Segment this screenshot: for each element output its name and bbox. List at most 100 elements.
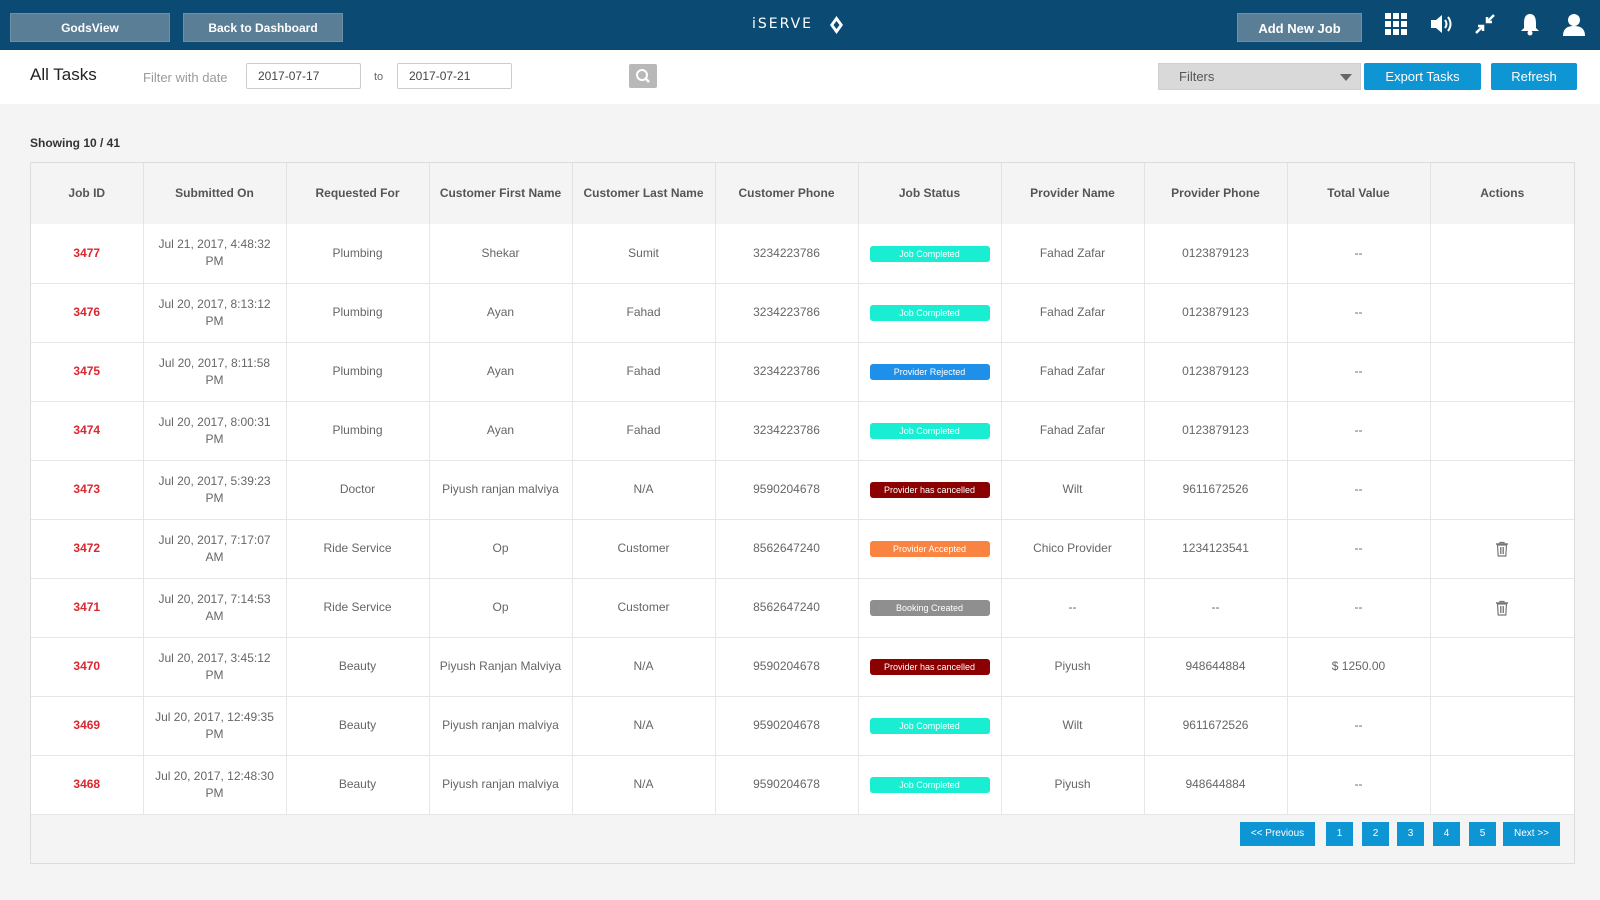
customer-last-name-cell: Sumit — [572, 224, 716, 284]
customer-last-name-cell: Fahad — [572, 283, 716, 343]
next-page-button[interactable]: Next >> — [1503, 822, 1560, 846]
page-1-button[interactable]: 1 — [1326, 822, 1353, 846]
job-id-cell[interactable]: 3470 — [31, 637, 144, 697]
table-header-row: Job ID Submitted On Requested For Customer … — [31, 163, 1574, 224]
requested-for-cell: Plumbing — [286, 224, 430, 284]
search-button[interactable] — [629, 64, 657, 88]
add-new-job-button[interactable]: Add New Job — [1237, 13, 1362, 42]
grid-icon[interactable] — [1383, 11, 1409, 37]
page-4-button[interactable]: 4 — [1433, 822, 1460, 846]
tasks-table: Job ID Submitted On Requested For Customer … — [31, 163, 1574, 815]
column-header: Customer First Name — [429, 163, 573, 224]
job-status-cell: Provider Accepted — [858, 519, 1002, 579]
table-row: 3469 Jul 20, 2017, 12:49:35 PM Beauty Piyus… — [31, 696, 1574, 756]
customer-phone-cell: 3234223786 — [715, 342, 859, 402]
column-header: Provider Name — [1001, 163, 1145, 224]
total-value-cell: -- — [1287, 519, 1431, 579]
page-3-button[interactable]: 3 — [1397, 822, 1424, 846]
provider-phone-cell: -- — [1144, 578, 1288, 638]
job-status-cell: Job Completed — [858, 401, 1002, 461]
submitted-on-cell: Jul 20, 2017, 5:39:23 PM — [143, 460, 287, 520]
user-icon[interactable] — [1561, 11, 1587, 37]
submitted-on-cell: Jul 20, 2017, 3:45:12 PM — [143, 637, 287, 697]
actions-cell — [1430, 578, 1574, 638]
filters-label: Filters — [1179, 69, 1215, 84]
provider-phone-cell: 0123879123 — [1144, 342, 1288, 402]
job-id-cell[interactable]: 3471 — [31, 578, 144, 638]
provider-name-cell: -- — [1001, 578, 1145, 638]
status-badge: Job Completed — [869, 245, 990, 262]
customer-first-name-cell: Piyush ranjan malviya — [429, 460, 573, 520]
job-id-cell[interactable]: 3469 — [31, 696, 144, 756]
collapse-icon[interactable] — [1472, 11, 1498, 37]
total-value-cell: -- — [1287, 578, 1431, 638]
provider-phone-cell: 0123879123 — [1144, 401, 1288, 461]
column-header: Customer Last Name — [572, 163, 716, 224]
back-to-dashboard-button[interactable]: Back to Dashboard — [183, 13, 343, 42]
provider-name-cell: Chico Provider — [1001, 519, 1145, 579]
filter-date-label: Filter with date — [143, 70, 228, 85]
refresh-button[interactable]: Refresh — [1491, 63, 1577, 90]
provider-name-cell: Wilt — [1001, 460, 1145, 520]
job-id-cell[interactable]: 3468 — [31, 755, 144, 815]
actions-cell — [1430, 283, 1574, 343]
job-id-cell[interactable]: 3474 — [31, 401, 144, 461]
provider-name-cell: Fahad Zafar — [1001, 401, 1145, 461]
total-value-cell: -- — [1287, 460, 1431, 520]
provider-phone-cell: 948644884 — [1144, 755, 1288, 815]
actions-cell — [1430, 637, 1574, 697]
job-status-cell: Booking Created — [858, 578, 1002, 638]
job-id-cell[interactable]: 3473 — [31, 460, 144, 520]
table-row: 3472 Jul 20, 2017, 7:17:07 AM Ride Service… — [31, 519, 1574, 579]
requested-for-cell: Plumbing — [286, 401, 430, 461]
provider-phone-cell: 0123879123 — [1144, 283, 1288, 343]
brand-name: iSERVE — [752, 16, 814, 32]
table-row: 3474 Jul 20, 2017, 8:00:31 PM Plumbing Ayan… — [31, 401, 1574, 461]
trash-icon[interactable] — [1495, 600, 1509, 616]
customer-last-name-cell: Customer — [572, 519, 716, 579]
customer-last-name-cell: N/A — [572, 696, 716, 756]
page-5-button[interactable]: 5 — [1469, 822, 1496, 846]
tasks-table-container: Job ID Submitted On Requested For Customer … — [30, 162, 1575, 864]
job-status-cell: Provider has cancelled — [858, 460, 1002, 520]
previous-page-button[interactable]: << Previous — [1240, 822, 1315, 846]
trash-icon[interactable] — [1495, 541, 1509, 557]
actions-cell — [1430, 460, 1574, 520]
job-id-cell[interactable]: 3472 — [31, 519, 144, 579]
requested-for-cell: Ride Service — [286, 578, 430, 638]
customer-phone-cell: 9590204678 — [715, 637, 859, 697]
job-id-cell[interactable]: 3476 — [31, 283, 144, 343]
date-from-input[interactable] — [246, 63, 361, 89]
status-badge: Provider has cancelled — [869, 659, 990, 675]
table-row: 3476 Jul 20, 2017, 8:13:12 PM Plumbing Ayan… — [31, 283, 1574, 343]
status-badge: Job Completed — [869, 718, 990, 734]
table-row: 3468 Jul 20, 2017, 12:48:30 PM Beauty Piyus… — [31, 755, 1574, 815]
bell-icon[interactable] — [1517, 11, 1543, 37]
customer-first-name-cell: Ayan — [429, 401, 573, 461]
customer-phone-cell: 8562647240 — [715, 578, 859, 638]
export-tasks-button[interactable]: Export Tasks — [1364, 63, 1481, 90]
page-2-button[interactable]: 2 — [1362, 822, 1389, 846]
customer-last-name-cell: Customer — [572, 578, 716, 638]
requested-for-cell: Beauty — [286, 637, 430, 697]
filters-dropdown[interactable]: Filters — [1158, 63, 1361, 90]
submitted-on-cell: Jul 20, 2017, 12:48:30 PM — [143, 755, 287, 815]
column-header: Provider Phone — [1144, 163, 1288, 224]
submitted-on-cell: Jul 20, 2017, 7:17:07 AM — [143, 519, 287, 579]
volume-icon[interactable] — [1428, 11, 1454, 37]
customer-first-name-cell: Op — [429, 578, 573, 638]
provider-phone-cell: 9611672526 — [1144, 696, 1288, 756]
status-badge: Provider Accepted — [869, 541, 990, 557]
godsview-button[interactable]: GodsView — [10, 13, 170, 42]
job-id-cell[interactable]: 3477 — [31, 224, 144, 284]
date-to-input[interactable] — [397, 63, 512, 89]
customer-first-name-cell: Piyush ranjan malviya — [429, 755, 573, 815]
requested-for-cell: Beauty — [286, 755, 430, 815]
job-status-cell: Job Completed — [858, 224, 1002, 284]
requested-for-cell: Doctor — [286, 460, 430, 520]
job-id-cell[interactable]: 3475 — [31, 342, 144, 402]
customer-first-name-cell: Shekar — [429, 224, 573, 284]
actions-cell — [1430, 342, 1574, 402]
customer-phone-cell: 9590204678 — [715, 755, 859, 815]
table-row: 3471 Jul 20, 2017, 7:14:53 AM Ride Service… — [31, 578, 1574, 638]
